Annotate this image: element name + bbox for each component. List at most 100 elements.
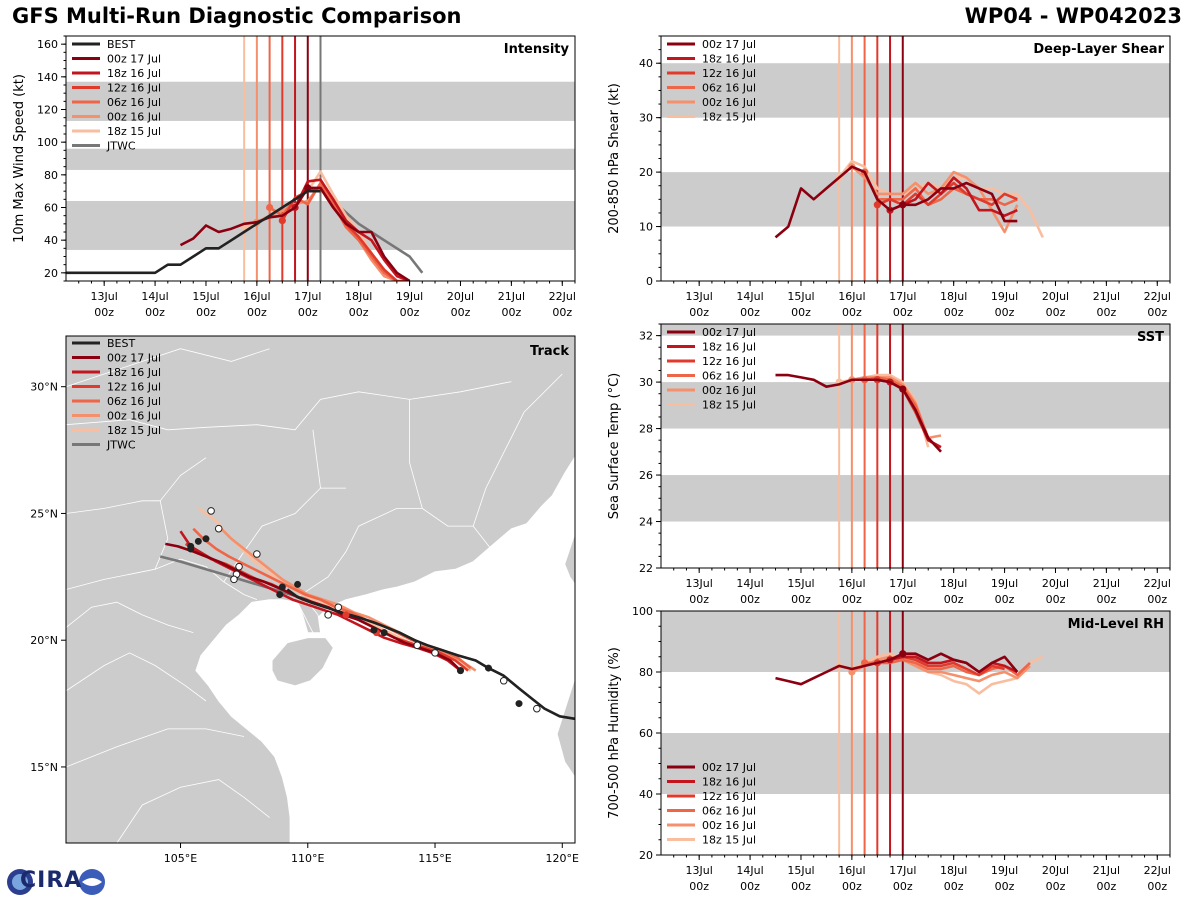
- sst-xtick-label: 18Jul: [940, 577, 967, 590]
- track-open-marker: [533, 704, 541, 713]
- shear-legend-label-00z-16-jul: 00z 16 Jul: [702, 96, 756, 109]
- shear-xtick-label: 00z: [740, 306, 760, 319]
- rh-ytick-label: 100: [632, 605, 653, 618]
- intensity-ytick-label: 140: [37, 71, 58, 84]
- intensity-xtick-label: 19Jul: [396, 290, 423, 303]
- intensity-legend-label-06z-16-jul: 06z 16 Jul: [107, 96, 161, 109]
- rh-ytick-label: 40: [639, 788, 653, 801]
- shear-panel: 0 10 20 30 40 13Jul 00z 14Jul 00z 15Jul 00z 16Jul 00…: [607, 35, 1171, 319]
- track-ytick-label: 15°N: [30, 761, 58, 774]
- intensity-series-00z-17-jul: [179, 186, 411, 281]
- land-hainan-island: [271, 637, 334, 687]
- province-boundary-13: [66, 348, 270, 388]
- shear-legend-label-12z-16-jul: 12z 16 Jul: [702, 67, 756, 80]
- shear-ytick-label: 10: [639, 221, 653, 234]
- province-boundary-12: [66, 601, 194, 633]
- shear-series-group: [774, 159, 1044, 239]
- track-legend-label-18z-15-jul: 18z 15 Jul: [107, 424, 161, 437]
- land-taiwan: [564, 532, 575, 586]
- track-open-marker: [334, 603, 343, 612]
- sst-ytick-label: 28: [639, 423, 653, 436]
- intensity-series-18z-16-jul: [293, 178, 411, 281]
- rh-series-00z-17-jul: [775, 652, 1019, 686]
- track-legend-label-18z-16-jul: 18z 16 Jul: [107, 366, 161, 379]
- intensity-xtick-label: 15Jul: [192, 290, 219, 303]
- sst-ytick-label: 22: [639, 562, 653, 575]
- sst-xtick-label: 19Jul: [991, 577, 1018, 590]
- rh-xtick-label: 18Jul: [940, 864, 967, 877]
- rh-legend-label-00z-16-jul: 00z 16 Jul: [702, 819, 756, 832]
- intensity-legend-label-00z-17-jul: 00z 17 Jul: [107, 53, 161, 66]
- rh-xtick-label: 15Jul: [787, 864, 814, 877]
- sst-xtick-label: 00z: [740, 593, 760, 606]
- rh-xtick-label: 00z: [995, 880, 1015, 893]
- shear-xtick-label: 19Jul: [991, 290, 1018, 303]
- cira-logo-icon: [7, 869, 105, 895]
- shear-ytick-label: 30: [639, 112, 653, 125]
- track-xtick-label: 120°E: [546, 852, 579, 865]
- rh-legend-label-06z-16-jul: 06z 16 Jul: [702, 805, 756, 818]
- track-filled-marker: [294, 580, 302, 588]
- track-filled-marker: [370, 626, 378, 634]
- rh-xtick-label: 00z: [944, 880, 964, 893]
- track-frame: [65, 335, 576, 844]
- intensity-xtick-label: 20Jul: [447, 290, 474, 303]
- sst-panel: 22 24 26 28 30 32 13Jul 00z 14Jul 00z 15Jul 00z 16Ju…: [607, 323, 1171, 606]
- track-filled-marker: [202, 535, 210, 543]
- province-boundary-0: [66, 558, 258, 600]
- intensity-ytick-label: 120: [37, 104, 58, 117]
- rh-ytick-label: 80: [639, 666, 653, 679]
- sst-ytick-label: 30: [639, 376, 653, 389]
- intensity-xtick-label: 00z: [349, 306, 369, 319]
- intensity-ytick-label: 40: [44, 234, 58, 247]
- rh-init-marker-00z-17-jul: [899, 650, 907, 658]
- shear-init-marker-12z-16-jul: [873, 201, 881, 209]
- track-open-marker: [253, 550, 261, 558]
- intensity-ylabel: 10m Max Wind Speed (kt): [12, 74, 27, 243]
- shear-xtick-label: 00z: [1096, 306, 1116, 319]
- track-filled-marker: [276, 591, 284, 599]
- sst-init-marker-00z-17-jul: [899, 385, 907, 393]
- track-legend-label-00z-17-jul: 00z 17 Jul: [107, 352, 161, 365]
- intensity-init-marker-12z-16-jul: [278, 216, 286, 225]
- track-legend-label-best: BEST: [107, 337, 135, 350]
- rh-legend-label-12z-16-jul: 12z 16 Jul: [702, 790, 756, 803]
- track-filled-marker: [380, 629, 388, 637]
- sst-band-0: [661, 475, 1170, 522]
- shear-ylabel: 200-850 hPa Shear (kt): [607, 83, 622, 234]
- track-open-marker: [413, 641, 422, 650]
- track-run-marker: [342, 611, 350, 619]
- province-boundary-2: [223, 487, 346, 583]
- intensity-legend-label-18z-15-jul: 18z 15 Jul: [107, 125, 161, 138]
- sst-xtick-label: 00z: [1046, 593, 1066, 606]
- sst-ylabel: Sea Surface Temp (°C): [607, 373, 622, 520]
- track-best-overlay: [286, 588, 575, 720]
- sst-xtick-label: 00z: [791, 593, 811, 606]
- shear-xtick-label: 18Jul: [940, 290, 967, 303]
- rh-xtick-label: 00z: [893, 880, 913, 893]
- sst-xtick-label: 00z: [944, 593, 964, 606]
- shear-legend-label-18z-16-jul: 18z 16 Jul: [702, 53, 756, 66]
- sst-xtick-label: 20Jul: [1042, 577, 1069, 590]
- shear-xtick-label: 22Jul: [1144, 290, 1171, 303]
- intensity-title: Intensity: [504, 42, 570, 57]
- province-boundary-9: [66, 652, 207, 702]
- rh-title: Mid-Level RH: [1068, 617, 1164, 632]
- rh-xtick-label: 00z: [1096, 880, 1116, 893]
- track-title: Track: [530, 344, 569, 359]
- province-boundary-3: [297, 507, 492, 598]
- rh-xtick-label: 00z: [740, 880, 760, 893]
- rh-legend-label-18z-16-jul: 18z 16 Jul: [702, 776, 756, 789]
- rh-xtick-label: 17Jul: [889, 864, 916, 877]
- sst-xtick-label: 17Jul: [889, 577, 916, 590]
- sst-legend-label-00z-17-jul: 00z 17 Jul: [702, 326, 756, 339]
- intensity-xtick-label: 13Jul: [91, 290, 118, 303]
- rh-xtick-label: 00z: [1147, 880, 1167, 893]
- intensity-series-best: [66, 189, 321, 275]
- rh-xtick-label: 22Jul: [1144, 864, 1171, 877]
- intensity-xtick-label: 00z: [145, 306, 165, 319]
- track-open-marker: [207, 507, 215, 515]
- track-legend-label-06z-16-jul: 06z 16 Jul: [107, 395, 161, 408]
- intensity-xtick-label: 00z: [247, 306, 267, 319]
- intensity-legend-label-00z-16-jul: 00z 16 Jul: [107, 111, 161, 124]
